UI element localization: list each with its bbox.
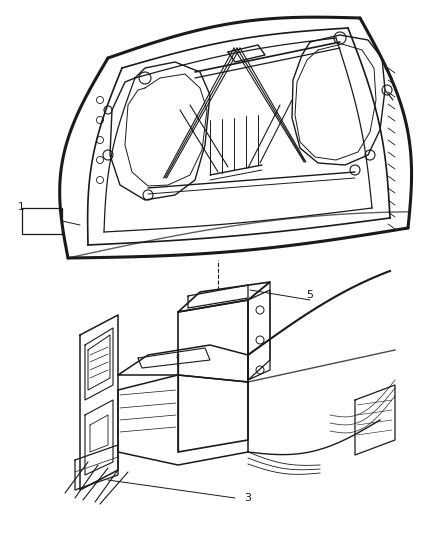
Text: 3: 3 — [244, 493, 251, 503]
Text: s: s — [176, 353, 180, 359]
Bar — [22, 208, 62, 234]
Text: 5: 5 — [307, 290, 314, 300]
Text: 1: 1 — [18, 202, 25, 212]
